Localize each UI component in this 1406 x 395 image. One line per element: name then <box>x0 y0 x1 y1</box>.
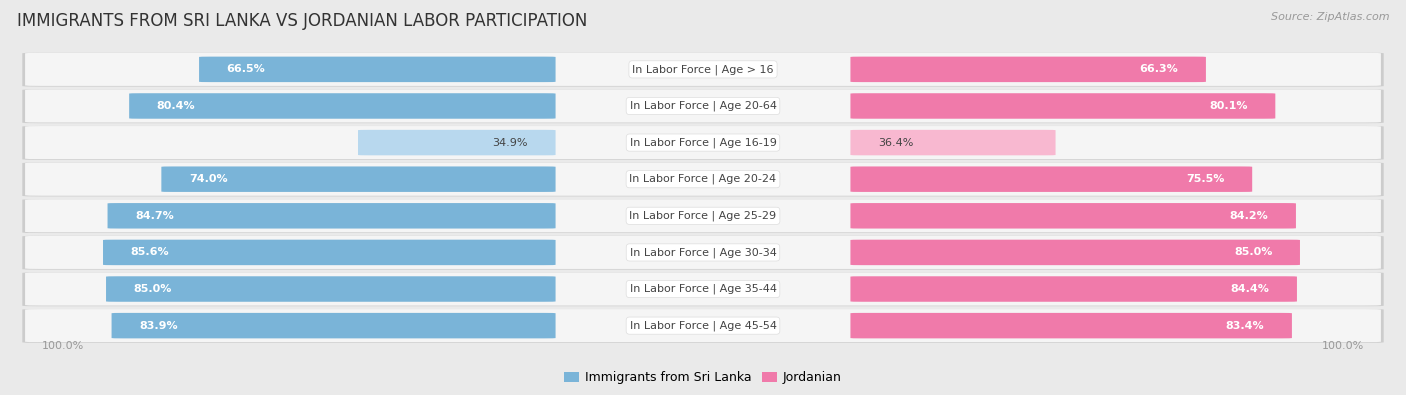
FancyBboxPatch shape <box>129 93 555 119</box>
Text: 100.0%: 100.0% <box>1322 341 1364 351</box>
FancyBboxPatch shape <box>25 199 1381 232</box>
FancyBboxPatch shape <box>25 273 1381 306</box>
Text: In Labor Force | Age 20-64: In Labor Force | Age 20-64 <box>630 101 776 111</box>
FancyBboxPatch shape <box>111 313 555 339</box>
FancyBboxPatch shape <box>851 56 1206 82</box>
Text: In Labor Force | Age 30-34: In Labor Force | Age 30-34 <box>630 247 776 258</box>
Text: 36.4%: 36.4% <box>877 137 914 148</box>
Text: 34.9%: 34.9% <box>492 137 529 148</box>
FancyBboxPatch shape <box>851 203 1296 229</box>
FancyBboxPatch shape <box>25 53 1381 86</box>
Text: Source: ZipAtlas.com: Source: ZipAtlas.com <box>1271 12 1389 22</box>
Text: 84.7%: 84.7% <box>135 211 174 221</box>
FancyBboxPatch shape <box>25 89 1381 122</box>
FancyBboxPatch shape <box>359 130 555 155</box>
Text: 83.4%: 83.4% <box>1226 321 1264 331</box>
FancyBboxPatch shape <box>200 56 555 82</box>
Text: 84.4%: 84.4% <box>1230 284 1270 294</box>
FancyBboxPatch shape <box>851 276 1296 302</box>
FancyBboxPatch shape <box>22 53 1384 87</box>
Text: 85.6%: 85.6% <box>131 247 169 258</box>
Text: 74.0%: 74.0% <box>188 174 228 184</box>
FancyBboxPatch shape <box>25 309 1381 342</box>
FancyBboxPatch shape <box>162 166 555 192</box>
Text: 75.5%: 75.5% <box>1187 174 1225 184</box>
FancyBboxPatch shape <box>22 163 1384 196</box>
Text: 80.4%: 80.4% <box>156 101 195 111</box>
FancyBboxPatch shape <box>851 130 1056 155</box>
Text: 66.3%: 66.3% <box>1140 64 1178 74</box>
FancyBboxPatch shape <box>851 93 1275 119</box>
Text: 66.5%: 66.5% <box>226 64 266 74</box>
Text: In Labor Force | Age 25-29: In Labor Force | Age 25-29 <box>630 211 776 221</box>
Text: In Labor Force | Age > 16: In Labor Force | Age > 16 <box>633 64 773 75</box>
Legend: Immigrants from Sri Lanka, Jordanian: Immigrants from Sri Lanka, Jordanian <box>560 367 846 389</box>
Text: IMMIGRANTS FROM SRI LANKA VS JORDANIAN LABOR PARTICIPATION: IMMIGRANTS FROM SRI LANKA VS JORDANIAN L… <box>17 12 588 30</box>
FancyBboxPatch shape <box>105 276 555 302</box>
Text: 100.0%: 100.0% <box>42 341 84 351</box>
Text: In Labor Force | Age 20-24: In Labor Force | Age 20-24 <box>630 174 776 184</box>
FancyBboxPatch shape <box>851 313 1292 339</box>
Text: 83.9%: 83.9% <box>139 321 177 331</box>
FancyBboxPatch shape <box>103 240 555 265</box>
Text: 85.0%: 85.0% <box>134 284 172 294</box>
FancyBboxPatch shape <box>851 240 1301 265</box>
Text: In Labor Force | Age 16-19: In Labor Force | Age 16-19 <box>630 137 776 148</box>
FancyBboxPatch shape <box>25 163 1381 196</box>
FancyBboxPatch shape <box>107 203 555 229</box>
Text: 84.2%: 84.2% <box>1230 211 1268 221</box>
Text: 80.1%: 80.1% <box>1209 101 1247 111</box>
FancyBboxPatch shape <box>22 89 1384 123</box>
FancyBboxPatch shape <box>22 126 1384 160</box>
FancyBboxPatch shape <box>851 166 1253 192</box>
FancyBboxPatch shape <box>25 126 1381 159</box>
FancyBboxPatch shape <box>22 236 1384 270</box>
FancyBboxPatch shape <box>22 273 1384 306</box>
FancyBboxPatch shape <box>25 236 1381 269</box>
Text: In Labor Force | Age 35-44: In Labor Force | Age 35-44 <box>630 284 776 294</box>
FancyBboxPatch shape <box>22 309 1384 343</box>
FancyBboxPatch shape <box>22 199 1384 233</box>
Text: In Labor Force | Age 45-54: In Labor Force | Age 45-54 <box>630 320 776 331</box>
Text: 85.0%: 85.0% <box>1234 247 1272 258</box>
